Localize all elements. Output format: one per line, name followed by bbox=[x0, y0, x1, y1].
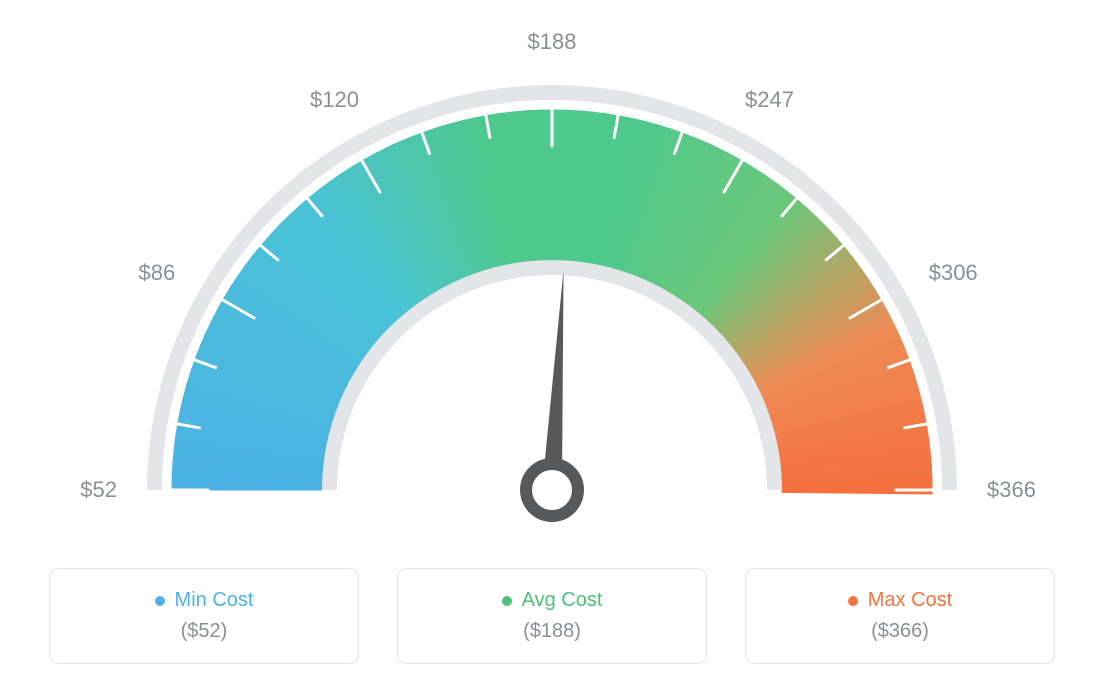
legend-card-max: Max Cost ($366) bbox=[745, 568, 1055, 664]
tick-label: $247 bbox=[745, 87, 794, 113]
legend-label-row: Min Cost bbox=[155, 589, 254, 612]
cost-gauge-widget: $52 $86 $120 $188 $247 $306 $366 Min Cost ($52)… bbox=[0, 0, 1104, 690]
tick-label: $52 bbox=[80, 477, 117, 503]
tick-label: $120 bbox=[310, 87, 359, 113]
gauge-area: $52 $86 $120 $188 $247 $306 $366 bbox=[0, 0, 1104, 560]
needle bbox=[542, 270, 564, 490]
legend-dot bbox=[848, 596, 858, 606]
legend-row: Min Cost ($52) Avg Cost ($188) Max Cost ($366… bbox=[0, 568, 1104, 664]
tick-label: $366 bbox=[987, 477, 1036, 503]
tick-label: $86 bbox=[139, 260, 176, 286]
legend-value: ($188) bbox=[523, 620, 581, 643]
legend-label: Avg Cost bbox=[522, 589, 603, 612]
legend-value: ($52) bbox=[181, 620, 228, 643]
legend-label: Max Cost bbox=[868, 589, 952, 612]
tick-label: $188 bbox=[528, 29, 577, 55]
legend-card-avg: Avg Cost ($188) bbox=[397, 568, 707, 664]
needle-hub bbox=[526, 464, 578, 516]
legend-value: ($366) bbox=[871, 620, 929, 643]
legend-dot bbox=[502, 596, 512, 606]
legend-label-row: Avg Cost bbox=[502, 589, 603, 612]
legend-card-min: Min Cost ($52) bbox=[49, 568, 359, 664]
legend-dot bbox=[155, 596, 165, 606]
legend-label-row: Max Cost bbox=[848, 589, 952, 612]
tick-label: $306 bbox=[929, 260, 978, 286]
legend-label: Min Cost bbox=[175, 589, 254, 612]
